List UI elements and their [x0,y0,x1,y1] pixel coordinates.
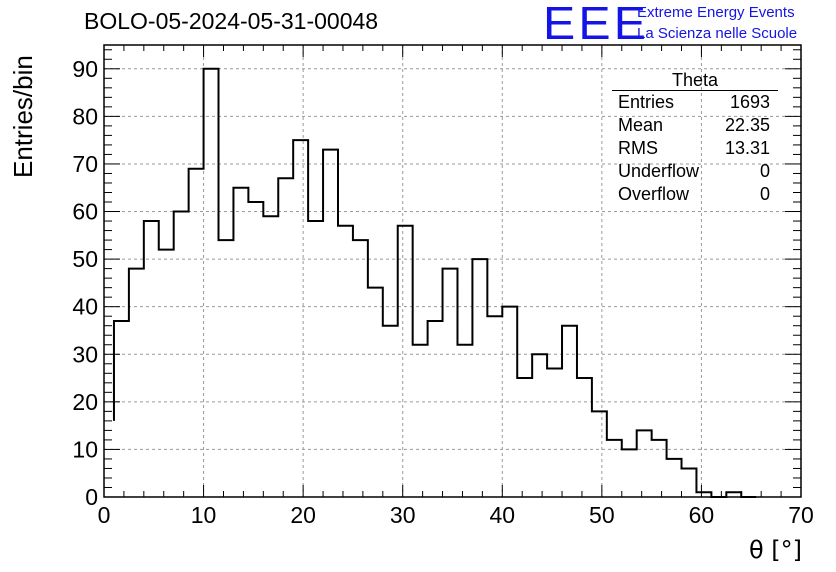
histogram-bin [592,411,607,497]
histogram-bin [607,440,622,497]
histogram-bin [159,250,174,497]
stats-value: 1693 [729,92,770,112]
histogram-bin [219,240,234,497]
stats-row-underflow: Underflow 0 [612,160,778,183]
stats-value: 0 [759,184,770,204]
histogram-bin [353,240,368,497]
histogram-bin [428,321,443,497]
tick-labels: 0 10 20 30 40 50 60 70 0 10 20 30 40 50 60 70 80 90 [72,56,813,528]
stats-value: 22.35 [724,115,770,135]
histogram-bin [129,269,144,497]
stats-label: RMS [618,138,658,158]
histogram-bin [652,440,667,497]
grid-lines [104,45,801,497]
histogram-bin [174,212,189,497]
stats-label: Mean [618,115,664,135]
stats-row-entries: Entries 1693 [612,91,778,114]
stats-label: Underflow [618,161,700,181]
histogram-bin [532,354,547,497]
histogram-bin [667,459,682,497]
x-tick-label: 60 [689,502,715,528]
histogram-bin [413,345,428,497]
histogram-bin [637,430,652,497]
y-tick-label: 50 [72,246,98,272]
x-tick-label: 20 [290,502,316,528]
histogram-bin [443,269,458,497]
axes-frame [103,44,802,498]
y-tick-label: 10 [72,436,98,462]
logo-text-line1: Extreme Energy Events [637,4,795,21]
histogram-bin [308,221,323,497]
y-tick-label: 40 [72,294,98,320]
x-tick-label: 50 [589,502,615,528]
histogram-bin [622,449,637,497]
histogram-bin [278,178,293,497]
histogram-bin [323,150,338,497]
stats-box: Theta Entries 1693 Mean 22.35 RMS 13.31 … [612,70,778,206]
histogram-bin [293,140,308,497]
histogram-bin [114,321,129,497]
stats-label: Overflow [618,184,690,204]
x-axis-label: θ [°] [749,536,802,564]
histogram-bin [682,468,697,497]
histogram-bin [338,226,353,497]
stats-row-overflow: Overflow 0 [612,183,778,206]
histogram-line [112,67,757,498]
histogram-bin [383,326,398,497]
stats-value: 0 [759,161,770,181]
stats-row-rms: RMS 13.31 [612,137,778,160]
histogram-bin [517,378,532,497]
y-tick-label: 0 [85,484,98,510]
histogram-bin [696,492,711,497]
stats-value: 13.31 [724,138,770,158]
x-tick-label: 70 [788,502,814,528]
x-tick-label: 0 [98,502,111,528]
histogram-bin [457,345,472,497]
stats-title: Theta [612,70,778,91]
histogram-bin [726,492,741,497]
y-tick-label: 90 [72,56,98,82]
histogram-bin [487,316,502,497]
y-tick-label: 30 [72,341,98,367]
histogram-bin [144,221,159,497]
histogram-bin [204,69,219,497]
histogram-bin [263,216,278,497]
histogram-bin [502,307,517,497]
eee-logo: EEE [543,0,650,49]
y-tick-label: 70 [72,151,98,177]
axis-ticks [103,45,802,498]
histogram-bin [248,202,263,497]
x-tick-label: 30 [390,502,416,528]
histogram-bin [547,369,562,497]
stats-label: Entries [618,92,675,112]
histogram-bin [398,226,413,497]
histogram-bin [577,378,592,497]
histogram-bin [472,259,487,497]
y-tick-label: 20 [72,389,98,415]
x-tick-label: 10 [191,502,217,528]
stats-row-mean: Mean 22.35 [612,114,778,137]
chart-title: BOLO-05-2024-05-31-00048 [84,8,379,34]
x-tick-label: 40 [489,502,515,528]
logo-text-line2: La Scienza nelle Scuole [637,25,798,42]
y-tick-label: 60 [72,199,98,225]
y-axis-label: Entries/bin [8,55,38,178]
histogram-bin [368,288,383,497]
y-tick-label: 80 [72,103,98,129]
histogram-bin [562,326,577,497]
histogram-bin [233,188,248,497]
plot-frame [103,44,802,498]
histogram-bin [189,169,204,497]
